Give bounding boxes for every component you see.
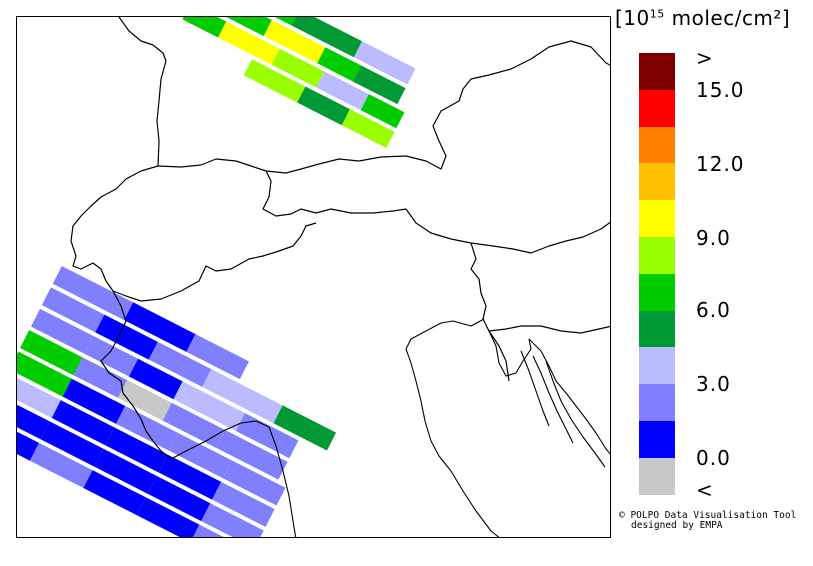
legend-unit-label: [1015 molec/cm²] [615,6,791,30]
satellite-swath-southwest [17,265,337,537]
coast-dalmatia [528,338,610,455]
colorbar-swatch [639,457,675,495]
croatian-islands-2 [532,355,574,444]
colorbar-swatch [639,236,675,274]
colorbar-tick-label: > [696,46,714,70]
colorbar-swatch [639,273,675,311]
colorbar-tick-label: 9.0 [696,226,731,250]
border-france-italy [100,290,172,460]
colorbar-tick-label: 0.0 [696,446,731,470]
colorbar-tick-label: 6.0 [696,298,731,322]
coast-ligurian [170,420,297,537]
colorbar [639,53,675,495]
border-swiss-austria [157,158,407,217]
coast-istria [488,330,532,377]
map-svg [17,17,610,537]
colorbar-tick-label: 12.0 [696,152,745,176]
croatian-islands-3 [545,360,606,468]
colorbar-tick-label: < [696,478,714,502]
colorbar-swatch [639,310,675,348]
colorbar-swatch [639,163,675,201]
border-croatia [488,325,610,334]
border-austria-south [405,208,610,254]
colorbar-tick-label: 15.0 [696,78,745,102]
credit-line-1: © POLPO Data Visualisation Tool [619,510,797,521]
satellite-swath-north [182,17,416,148]
credit-line-2: designed by EMPA [631,520,723,531]
border-alpine-north [70,165,159,292]
border-swiss-italy [112,222,317,302]
colorbar-tick-label: 3.0 [696,372,731,396]
border-rhine-north [118,17,167,167]
colorbar-swatch [639,89,675,127]
border-germany-austria [265,40,610,174]
credit-text: © POLPO Data Visualisation Tool designed… [619,511,796,531]
colorbar-swatch [639,126,675,164]
border-slovenia [470,242,510,382]
map-panel[interactable] [16,16,611,538]
colorbar-swatch [639,384,675,421]
croatian-islands-1 [520,350,550,427]
coastlines [170,318,610,537]
colorbar-swatch [639,200,675,237]
colorbar-swatch [639,420,675,458]
colorbar-swatch [639,53,675,90]
coast-adriatic-west [405,318,500,537]
colorbar-swatch [639,347,675,385]
country-borders [70,17,610,460]
